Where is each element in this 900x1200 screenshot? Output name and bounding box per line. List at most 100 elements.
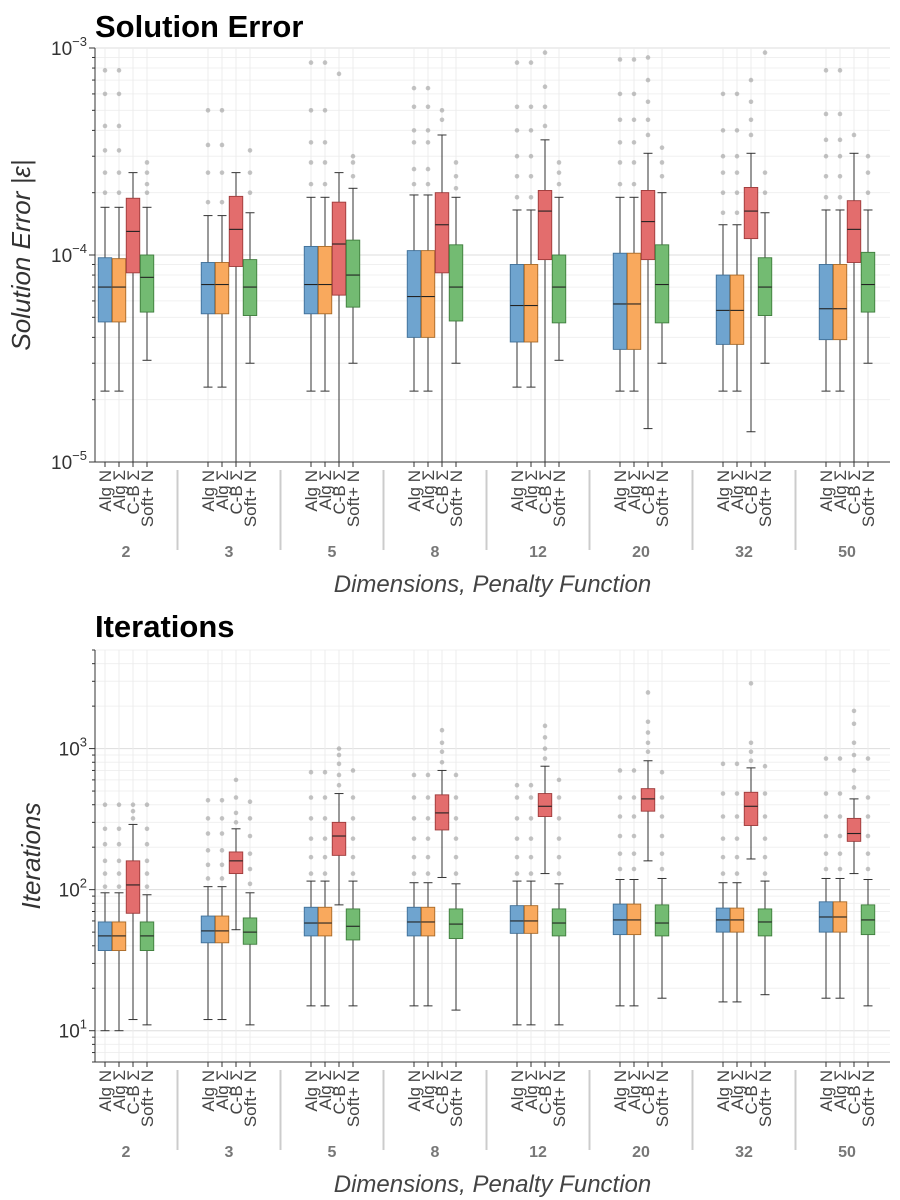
box-alg- xyxy=(214,797,230,1021)
outlier-point xyxy=(219,862,225,868)
box-alg-n xyxy=(303,769,319,1007)
iqr-box xyxy=(860,251,876,313)
outlier-point xyxy=(617,140,623,145)
outlier-point xyxy=(205,831,211,836)
outlier-point xyxy=(542,50,548,55)
method-label: Alg Σ xyxy=(316,1070,335,1110)
method-label: Alg N xyxy=(508,1070,527,1112)
outlier-point xyxy=(350,816,356,821)
outlier-point xyxy=(528,153,534,159)
outlier-point xyxy=(144,802,150,808)
outlier-point xyxy=(542,746,548,751)
iqr-box xyxy=(640,788,656,812)
outlier-point xyxy=(734,190,740,195)
outlier-point xyxy=(542,735,548,740)
outlier-point xyxy=(247,799,253,805)
outlier-point xyxy=(219,797,225,803)
outlier-point xyxy=(556,170,562,175)
outlier-point xyxy=(823,153,829,159)
outlier-point xyxy=(631,160,637,165)
outlier-point xyxy=(645,117,651,123)
outlier-point xyxy=(308,160,314,165)
outlier-point xyxy=(102,190,108,195)
box-soft-n xyxy=(654,769,670,999)
box-soft-n xyxy=(448,160,464,364)
outlier-point xyxy=(865,851,871,856)
method-label: Alg N xyxy=(405,1070,424,1112)
outlier-point xyxy=(247,170,253,175)
box-c-b- xyxy=(125,802,141,1021)
outlier-point xyxy=(350,854,356,860)
outlier-point xyxy=(631,851,637,856)
outlier-point xyxy=(322,160,328,165)
y-tick-label: 103 xyxy=(59,735,87,761)
method-label: Soft+ N xyxy=(550,1070,569,1127)
outlier-point xyxy=(556,777,562,783)
outlier-point xyxy=(659,145,665,150)
outlier-point xyxy=(645,77,651,83)
outlier-point xyxy=(439,108,445,113)
method-label: Alg N xyxy=(508,470,527,512)
method-label: Soft+ N xyxy=(447,470,466,527)
method-label: C-B Σ xyxy=(536,470,555,515)
iqr-box xyxy=(200,262,216,315)
box-c-b- xyxy=(228,172,244,462)
outlier-point xyxy=(322,816,328,821)
y-axis-label: Iterations xyxy=(16,803,46,910)
method-label: Alg Σ xyxy=(419,1070,438,1110)
outlier-point xyxy=(219,831,225,836)
box-alg- xyxy=(111,68,127,392)
outlier-point xyxy=(748,758,754,764)
outlier-point xyxy=(144,190,150,195)
iqr-box xyxy=(509,264,525,343)
outlier-point xyxy=(247,866,253,872)
outlier-point xyxy=(144,858,150,864)
outlier-point xyxy=(837,68,843,73)
outlier-point xyxy=(823,814,829,819)
method-label: Alg N xyxy=(199,1070,218,1112)
outlier-point xyxy=(439,740,445,746)
iqr-box xyxy=(317,245,333,315)
method-label: Alg N xyxy=(817,470,836,512)
box-alg-n xyxy=(509,60,525,388)
outlier-point xyxy=(102,91,108,97)
box-alg-n xyxy=(406,772,422,1007)
outlier-point xyxy=(528,816,534,821)
outlier-point xyxy=(865,756,871,761)
outlier-point xyxy=(308,140,314,145)
outlier-point xyxy=(762,791,768,796)
box-c-b- xyxy=(331,746,347,906)
outlier-point xyxy=(514,782,520,788)
method-label: Alg Σ xyxy=(110,1070,129,1110)
outlier-point xyxy=(837,194,843,200)
outlier-point xyxy=(514,194,520,200)
box-soft-n xyxy=(139,160,155,361)
box-alg-n xyxy=(200,108,216,388)
outlier-point xyxy=(720,854,726,860)
iqr-box xyxy=(715,274,731,345)
outlier-point xyxy=(837,814,843,819)
outlier-point xyxy=(514,60,520,65)
method-label: Alg N xyxy=(714,1070,733,1112)
outlier-point xyxy=(645,690,651,695)
outlier-point xyxy=(336,772,342,778)
outlier-point xyxy=(748,77,754,83)
outlier-point xyxy=(102,802,108,808)
method-label: C-B Σ xyxy=(124,470,143,515)
outlier-point xyxy=(851,768,857,773)
outlier-point xyxy=(102,884,108,889)
outlier-point xyxy=(439,749,445,755)
outlier-point xyxy=(219,108,225,113)
outlier-point xyxy=(762,763,768,769)
outlier-point xyxy=(425,128,431,133)
method-label: C-B Σ xyxy=(330,470,349,515)
box-c-b- xyxy=(743,77,759,433)
outlier-point xyxy=(556,816,562,821)
method-label: Alg N xyxy=(199,470,218,512)
outlier-point xyxy=(411,104,417,110)
box-alg-n xyxy=(97,68,113,392)
outlier-point xyxy=(734,91,740,97)
method-label: Alg N xyxy=(96,1070,115,1112)
